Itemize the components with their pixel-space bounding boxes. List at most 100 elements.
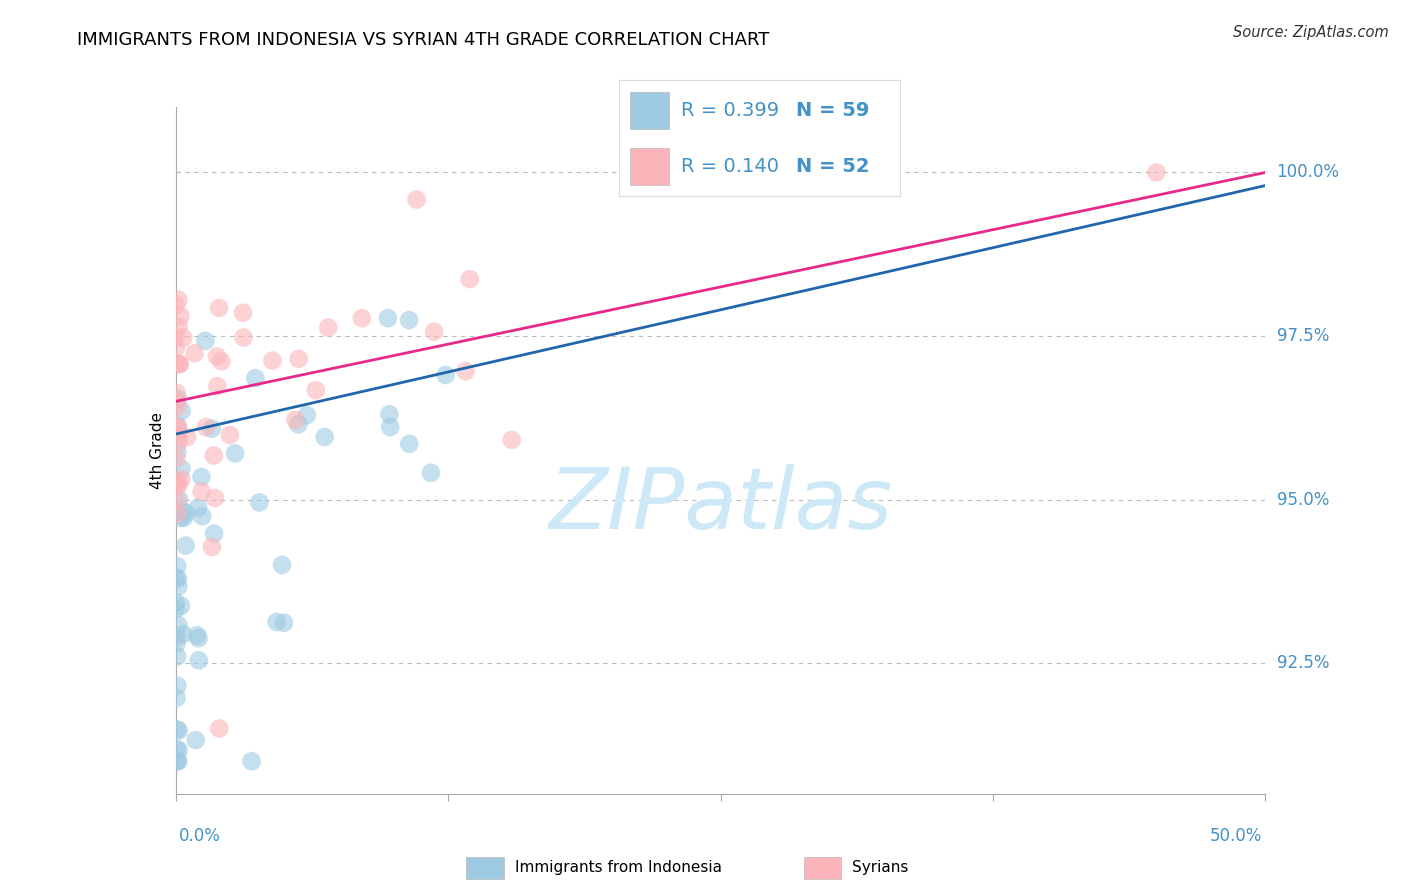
Point	[245, 371, 267, 385]
Point	[165, 596, 187, 610]
Point	[167, 423, 190, 437]
Point	[204, 491, 226, 505]
Text: 95.0%: 95.0%	[1277, 491, 1329, 508]
Bar	[630, 147, 669, 185]
Point	[262, 353, 284, 368]
Point	[166, 400, 188, 414]
Point	[165, 385, 187, 400]
Point	[377, 311, 399, 326]
Text: Immigrants from Indonesia: Immigrants from Indonesia	[515, 861, 721, 875]
Point	[165, 298, 187, 312]
Bar	[630, 92, 669, 129]
Point	[166, 649, 188, 664]
Point	[165, 754, 187, 768]
Point	[287, 351, 309, 366]
Point	[166, 754, 188, 768]
Point	[187, 653, 209, 667]
Point	[166, 444, 188, 458]
Point	[167, 572, 190, 586]
Point	[167, 743, 190, 757]
Point	[170, 404, 193, 418]
Point	[273, 615, 295, 630]
Point	[350, 311, 373, 326]
Text: N = 52: N = 52	[796, 157, 869, 176]
Point	[187, 500, 209, 515]
Point	[166, 742, 188, 756]
Point	[202, 449, 225, 463]
Point	[266, 615, 288, 629]
Point	[295, 408, 318, 422]
Point	[209, 354, 232, 368]
Text: N = 59: N = 59	[796, 101, 869, 120]
Point	[316, 320, 339, 334]
Point	[167, 723, 190, 738]
Point	[173, 510, 195, 524]
Point	[208, 722, 231, 736]
Point	[454, 364, 477, 378]
Point	[167, 293, 190, 307]
Point	[305, 383, 328, 397]
Text: 0.0%: 0.0%	[179, 827, 221, 846]
Point	[169, 357, 191, 371]
Point	[398, 313, 420, 327]
Text: R = 0.140: R = 0.140	[681, 157, 779, 176]
Point	[190, 484, 212, 499]
Bar	[804, 857, 842, 879]
Point	[169, 309, 191, 323]
Point	[190, 470, 212, 484]
Point	[232, 330, 254, 344]
Point	[458, 272, 481, 286]
Point	[202, 526, 225, 541]
Point	[183, 346, 205, 360]
Point	[166, 394, 188, 409]
Text: 97.5%: 97.5%	[1277, 327, 1329, 345]
Point	[166, 636, 188, 650]
Point	[174, 539, 197, 553]
Point	[271, 558, 294, 572]
Point	[172, 504, 194, 518]
Point	[174, 506, 197, 520]
Point	[167, 492, 190, 507]
Point	[167, 435, 190, 450]
Point	[165, 571, 187, 585]
Point	[165, 330, 187, 344]
Point	[201, 422, 224, 436]
Text: 92.5%: 92.5%	[1277, 654, 1329, 672]
Point	[205, 350, 228, 364]
Point	[172, 627, 194, 641]
Point	[165, 602, 187, 616]
Point	[405, 193, 427, 207]
Point	[434, 368, 457, 382]
Point	[419, 466, 441, 480]
Point	[165, 341, 187, 355]
Point	[187, 631, 209, 645]
Point	[166, 559, 188, 574]
Text: IMMIGRANTS FROM INDONESIA VS SYRIAN 4TH GRADE CORRELATION CHART: IMMIGRANTS FROM INDONESIA VS SYRIAN 4TH …	[77, 31, 769, 49]
Point	[186, 628, 208, 642]
Point	[165, 493, 187, 508]
Point	[170, 462, 193, 476]
Point	[165, 690, 187, 705]
Point	[191, 509, 214, 524]
Point	[167, 476, 190, 491]
Point	[172, 331, 194, 345]
Point	[378, 407, 401, 421]
Point	[224, 446, 246, 460]
Point	[184, 733, 207, 747]
Point	[194, 334, 217, 348]
Point	[166, 356, 188, 370]
Bar	[467, 857, 503, 879]
Point	[167, 618, 190, 632]
Point	[218, 428, 240, 442]
Point	[166, 723, 188, 737]
Text: 50.0%: 50.0%	[1211, 827, 1263, 846]
Point	[167, 478, 190, 492]
Point	[208, 301, 231, 315]
Point	[166, 420, 188, 434]
Point	[166, 507, 188, 521]
Point	[398, 437, 420, 451]
Point	[176, 430, 198, 444]
Point	[166, 630, 188, 644]
Point	[167, 419, 190, 434]
Text: R = 0.399: R = 0.399	[681, 101, 779, 120]
